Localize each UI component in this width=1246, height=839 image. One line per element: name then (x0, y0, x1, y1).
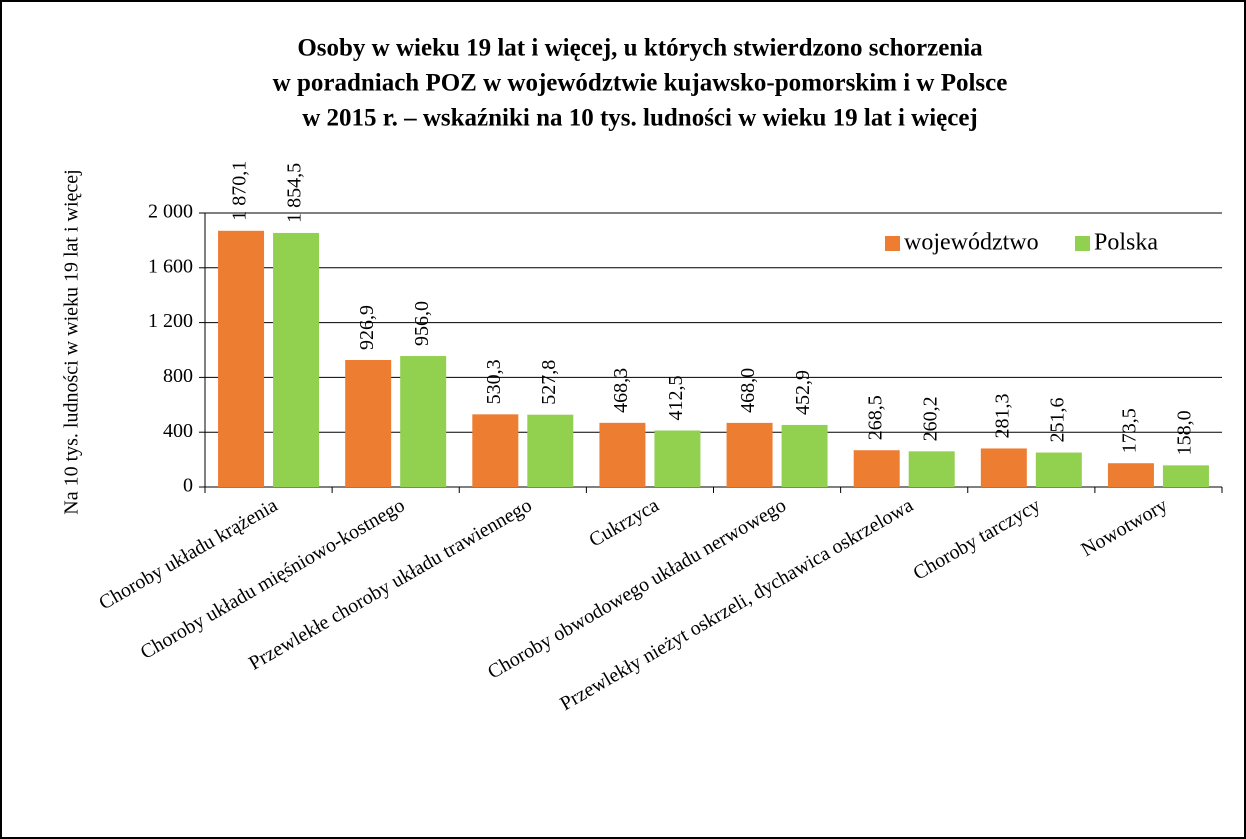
bar (781, 424, 828, 487)
data-label: 251,6 (1046, 398, 1068, 443)
bar (726, 422, 773, 487)
legend-label: Polska (1094, 230, 1158, 256)
legend-swatch (1075, 236, 1090, 251)
y-tick-label: 400 (163, 420, 193, 442)
y-axis-label: Na 10 tys. ludności w wieku 19 lat i wię… (61, 169, 83, 515)
y-tick-label: 800 (163, 365, 193, 387)
y-tick-label: 1 200 (148, 310, 193, 332)
data-label: 158,0 (1174, 410, 1196, 455)
data-label: 468,0 (737, 368, 759, 413)
bar (527, 414, 574, 487)
y-tick-label: 2 000 (148, 201, 193, 223)
bar (400, 356, 447, 487)
bar (218, 230, 265, 487)
data-label: 412,5 (665, 375, 687, 420)
y-tick-label: 1 600 (148, 255, 193, 277)
bar (1107, 463, 1154, 487)
bar (1035, 452, 1082, 487)
data-label: 530,3 (483, 359, 505, 404)
chart-title: Osoby w wieku 19 lat i więcej, u których… (297, 35, 983, 62)
bar (273, 232, 320, 487)
data-label: 1 854,5 (284, 163, 306, 223)
y-tick-label: 0 (183, 475, 193, 497)
data-label: 281,3 (991, 393, 1013, 438)
bar (345, 360, 392, 487)
bar (908, 451, 955, 487)
data-label: 527,8 (538, 360, 560, 405)
data-label: 468,3 (610, 368, 632, 413)
chart-title: w 2015 r. – wskaźniki na 10 tys. ludnośc… (302, 105, 978, 132)
legend-swatch (885, 236, 900, 251)
data-label: 268,5 (864, 395, 886, 440)
data-label: 1 870,1 (229, 161, 251, 221)
data-label: 926,9 (356, 305, 378, 350)
bar (980, 448, 1027, 487)
bar (853, 450, 900, 487)
data-label: 260,2 (919, 396, 941, 441)
bar (1162, 465, 1209, 487)
bar (599, 422, 646, 487)
legend-label: województwo (904, 230, 1039, 256)
bar (472, 414, 519, 487)
data-label: 452,9 (792, 370, 814, 415)
data-label: 956,0 (411, 301, 433, 346)
data-label: 173,5 (1119, 408, 1141, 453)
chart-title: w poradniach POZ w województwie kujawsko… (273, 70, 1008, 97)
bar (654, 430, 701, 487)
